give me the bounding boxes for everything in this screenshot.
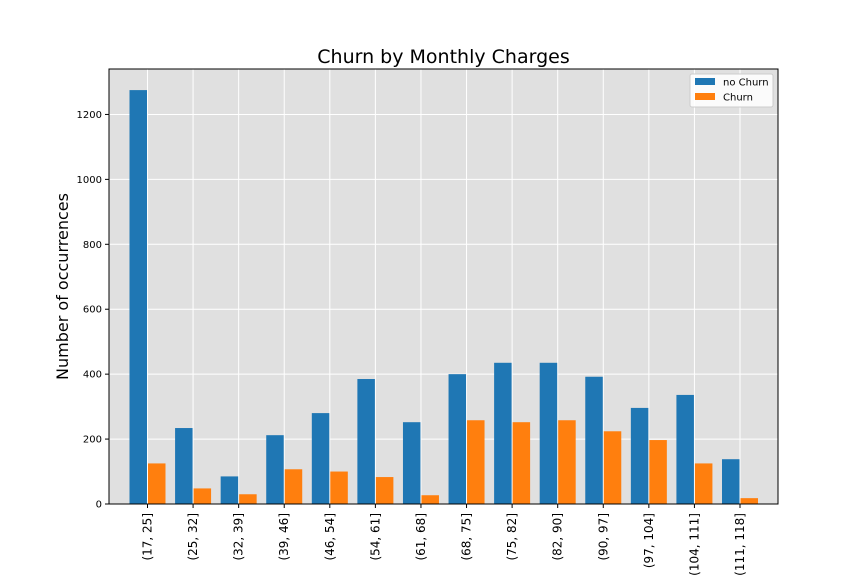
- y-axis: 0 200 400 600 800 1000 1200: [77, 110, 109, 511]
- plot-frame: [108, 68, 779, 505]
- x-tick-label: (61, 68]: [414, 513, 428, 561]
- bar-churn: [694, 463, 713, 504]
- bar-no-churn: [722, 459, 740, 504]
- bar-no-churn: [630, 407, 649, 504]
- y-tick-label: 600: [83, 305, 102, 316]
- x-tick-label: (25, 32]: [186, 513, 200, 561]
- x-tick-label: (46, 54]: [323, 513, 337, 561]
- x-tick-label: (97, 104]: [642, 513, 656, 568]
- bar-churn: [558, 420, 576, 504]
- bar-churn: [330, 471, 348, 504]
- x-tick-label: (39, 46]: [277, 513, 291, 561]
- y-tick-label: 0: [96, 500, 102, 511]
- y-axis-label: Number of occurrences: [53, 193, 72, 380]
- x-tick-label: (90, 97]: [596, 513, 610, 561]
- bar-churn: [421, 495, 439, 504]
- plot-area: [109, 69, 778, 504]
- y-tick-label: 200: [83, 435, 102, 446]
- bar-no-churn: [266, 435, 284, 504]
- grid-lines: [109, 69, 778, 505]
- bar-no-churn: [494, 362, 512, 504]
- legend-swatch: [695, 78, 715, 85]
- x-tick-label: (17, 25]: [141, 513, 155, 561]
- bar-no-churn: [402, 422, 421, 504]
- bar-churn: [649, 440, 667, 504]
- legend-label: Churn: [723, 93, 753, 104]
- bar-no-churn: [539, 362, 558, 504]
- bar-churn: [375, 477, 394, 504]
- legend: no Churn Churn: [689, 73, 774, 108]
- bar-no-churn: [129, 90, 147, 505]
- x-axis: (17, 25] (25, 32] (32, 39] (39, 46] (46, 54]…: [141, 504, 747, 576]
- y-tick-label: 1200: [77, 110, 102, 121]
- bar-no-churn: [357, 379, 375, 504]
- bar-no-churn: [220, 476, 239, 504]
- y-tick-label: 800: [83, 240, 102, 251]
- bar-churn: [512, 422, 531, 504]
- bar-churn: [603, 431, 622, 504]
- bar-no-churn: [311, 413, 330, 504]
- bar-churn: [284, 469, 303, 504]
- bar-no-churn: [175, 428, 193, 504]
- x-tick-label: (82, 90]: [551, 513, 565, 561]
- y-tick-label: 400: [83, 370, 102, 381]
- bar-no-churn: [448, 374, 467, 504]
- y-tick-label: 1000: [77, 175, 102, 186]
- bar-churn: [467, 420, 485, 504]
- bar-churn: [239, 494, 257, 504]
- bar-churn: [148, 463, 166, 504]
- x-tick-label: (104, 111]: [687, 513, 701, 576]
- chart-title: Churn by Monthly Charges: [317, 46, 569, 68]
- bars: [129, 90, 758, 505]
- x-tick-label: (68, 75]: [460, 513, 474, 561]
- x-tick-label: (75, 82]: [505, 513, 519, 561]
- bar-churn: [740, 498, 758, 504]
- x-tick-label: (54, 61]: [368, 513, 382, 561]
- x-tick-label: (32, 39]: [232, 513, 246, 561]
- legend-label: no Churn: [723, 78, 769, 89]
- x-tick-label: (111, 118]: [733, 513, 747, 576]
- bar-churn: [193, 488, 212, 504]
- bar-no-churn: [676, 394, 694, 504]
- legend-swatch: [695, 93, 715, 100]
- bar-no-churn: [585, 376, 603, 504]
